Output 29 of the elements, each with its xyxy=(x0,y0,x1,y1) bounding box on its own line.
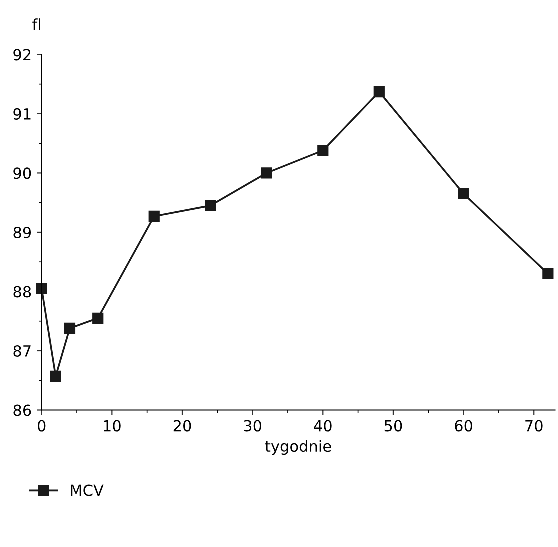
y-tick-label: 88 xyxy=(14,286,32,298)
x-axis-title: tygodnie xyxy=(265,440,332,456)
x-tick-label: 60 xyxy=(455,420,472,432)
point xyxy=(318,145,329,156)
legend-label: MCV xyxy=(71,484,104,496)
x-tick-label: 20 xyxy=(174,420,192,432)
x-tick-label: 40 xyxy=(314,420,332,432)
y-tick-label: 86 xyxy=(14,404,32,416)
x-tick-label: 70 xyxy=(526,420,543,432)
point xyxy=(148,210,160,222)
point xyxy=(64,322,76,334)
point xyxy=(542,268,554,280)
x-tick-label: 50 xyxy=(384,420,402,432)
y-axis-title: fl xyxy=(32,18,40,30)
x-tick-label: 30 xyxy=(244,420,262,432)
point xyxy=(205,200,216,212)
point xyxy=(50,370,62,382)
x-tick-label: 10 xyxy=(104,420,121,432)
y-tick-label: 92 xyxy=(14,49,31,61)
point xyxy=(261,168,272,179)
y-tick-label: 87 xyxy=(14,345,31,358)
point xyxy=(36,283,48,294)
x-tick-label: 0 xyxy=(38,420,46,432)
y-tick-label: 90 xyxy=(14,168,32,180)
point xyxy=(374,86,385,98)
y-tick-label: 91 xyxy=(14,108,31,120)
y-tick-label: 89 xyxy=(14,226,32,238)
point xyxy=(458,188,470,200)
point xyxy=(92,312,104,324)
